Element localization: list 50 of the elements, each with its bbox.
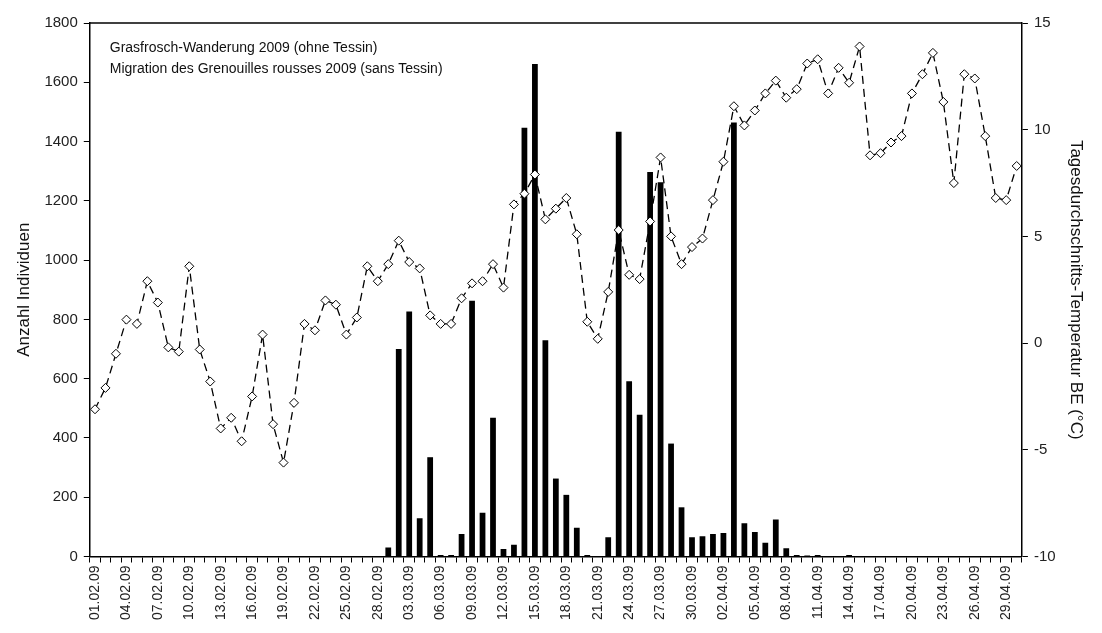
x-tick-label: 22.02.09 <box>305 565 322 620</box>
y2-tick-label: 15 <box>1033 13 1051 31</box>
x-tick-label: 19.02.09 <box>274 565 291 620</box>
x-tick-label: 08.04.09 <box>777 565 794 620</box>
y2-tick-label: 0 <box>1033 333 1043 351</box>
x-tick-label: 10.02.09 <box>180 565 197 620</box>
x-tick-label: 12.03.09 <box>494 565 511 620</box>
x-tick-label: 26.04.09 <box>965 565 982 620</box>
x-tick-label: 07.02.09 <box>148 565 165 620</box>
x-tick-label: 28.02.09 <box>368 565 385 620</box>
y-tick-label: 1600 <box>44 72 78 90</box>
x-tick-label: 16.02.09 <box>242 565 259 620</box>
y-tick-label: 1200 <box>44 190 78 208</box>
x-tick-label: 18.03.09 <box>557 565 574 620</box>
x-tick-label: 06.03.09 <box>431 565 448 620</box>
x-tick-label: 09.03.09 <box>462 565 479 620</box>
x-tick-label: 24.03.09 <box>620 565 637 620</box>
x-tick-label: 02.04.09 <box>714 565 731 620</box>
y-tick-label: 600 <box>52 368 78 386</box>
y2-tick-label: -5 <box>1033 439 1048 457</box>
x-tick-label: 15.03.09 <box>525 565 542 620</box>
x-tick-label: 04.02.09 <box>117 565 134 620</box>
y-tick-label: 0 <box>69 546 78 564</box>
x-tick-label: 27.03.09 <box>651 565 668 620</box>
y-tick-label: 1800 <box>44 13 78 31</box>
x-tick-label: 23.04.09 <box>934 565 951 620</box>
y-tick-label: 400 <box>52 428 78 446</box>
y2-tick-label: 5 <box>1033 226 1043 244</box>
x-tick-label: 30.03.09 <box>682 565 699 620</box>
x-tick-label: 29.04.09 <box>997 565 1014 620</box>
y-tick-label: 1400 <box>44 131 78 149</box>
y2-tick-label: -10 <box>1033 546 1056 564</box>
annotation: Migration des Grenouilles rousses 2009 (sans Tessin) <box>109 59 443 76</box>
x-tick-label: 03.03.09 <box>400 565 417 620</box>
x-tick-label: 14.04.09 <box>839 565 856 620</box>
annotation: Grasfrosch-Wanderung 2009 (ohne Tessin) <box>109 38 378 55</box>
x-tick-label: 25.02.09 <box>337 565 354 620</box>
x-tick-label: 13.02.09 <box>211 565 228 620</box>
y-tick-label: 200 <box>52 487 78 505</box>
x-tick-label: 01.02.09 <box>85 565 102 620</box>
y2-axis-title: Tagesdurchschnitts-Temperatur BE (°C) <box>1067 139 1087 440</box>
x-tick-label: 20.04.09 <box>902 565 919 620</box>
y-tick-label: 1000 <box>44 250 78 268</box>
y-tick-label: 800 <box>52 309 78 327</box>
x-tick-label: 21.03.09 <box>588 565 605 620</box>
y2-tick-label: 10 <box>1033 119 1051 137</box>
x-tick-label: 11.04.09 <box>808 565 825 619</box>
x-tick-label: 05.04.09 <box>745 565 762 620</box>
x-tick-label: 17.04.09 <box>871 565 888 620</box>
y-axis-title: Anzahl Individuen <box>13 222 33 357</box>
